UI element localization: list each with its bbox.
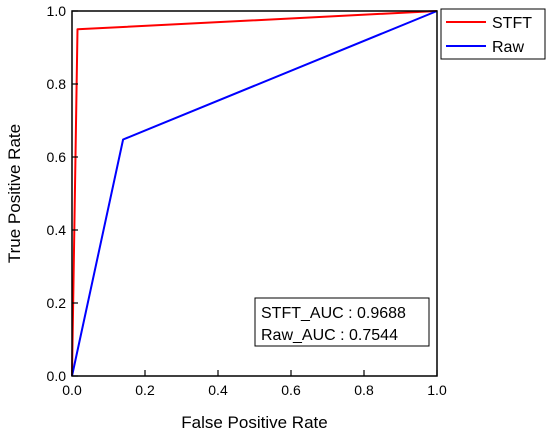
auc-raw-text: Raw_AUC : 0.7544 bbox=[261, 327, 398, 344]
x-axis-title: False Positive Rate bbox=[181, 413, 327, 432]
y-axis-title: True Positive Rate bbox=[5, 124, 24, 263]
y-tick-label: 0.4 bbox=[47, 222, 67, 238]
series-layer bbox=[71, 10, 438, 377]
auc-box bbox=[254, 297, 430, 347]
legend-box bbox=[440, 8, 546, 60]
plot-frame bbox=[71, 10, 438, 377]
x-tick-label: 0.0 bbox=[62, 382, 82, 398]
x-tick-label: 0.6 bbox=[281, 382, 301, 398]
x-tick-label: 0.2 bbox=[135, 382, 155, 398]
y-tick-label: 0.8 bbox=[47, 76, 67, 92]
legend: STFT Raw bbox=[440, 8, 546, 60]
y-tick-label: 0.2 bbox=[47, 295, 67, 311]
y-tick-label: 0.0 bbox=[47, 368, 67, 384]
series-line-raw bbox=[71, 10, 438, 377]
series-line-stft bbox=[71, 10, 438, 377]
x-tick-label: 0.4 bbox=[208, 382, 228, 398]
y-tick-label: 1.0 bbox=[47, 3, 67, 19]
y-tick-label: 0.6 bbox=[47, 149, 67, 165]
auc-stft-text: STFT_AUC : 0.9688 bbox=[261, 305, 406, 322]
ticks-layer: 0.0 0.2 0.4 0.6 0.8 1.0 0.0 0.2 0.4 0.6 0.8 1.0 bbox=[47, 3, 447, 398]
x-tick-label: 1.0 bbox=[427, 382, 447, 398]
auc-annotation: STFT_AUC : 0.9688 Raw_AUC : 0.7544 bbox=[254, 297, 430, 347]
legend-label-stft: STFT bbox=[492, 15, 532, 32]
legend-label-raw: Raw bbox=[492, 39, 524, 56]
x-tick-label: 0.8 bbox=[354, 382, 374, 398]
